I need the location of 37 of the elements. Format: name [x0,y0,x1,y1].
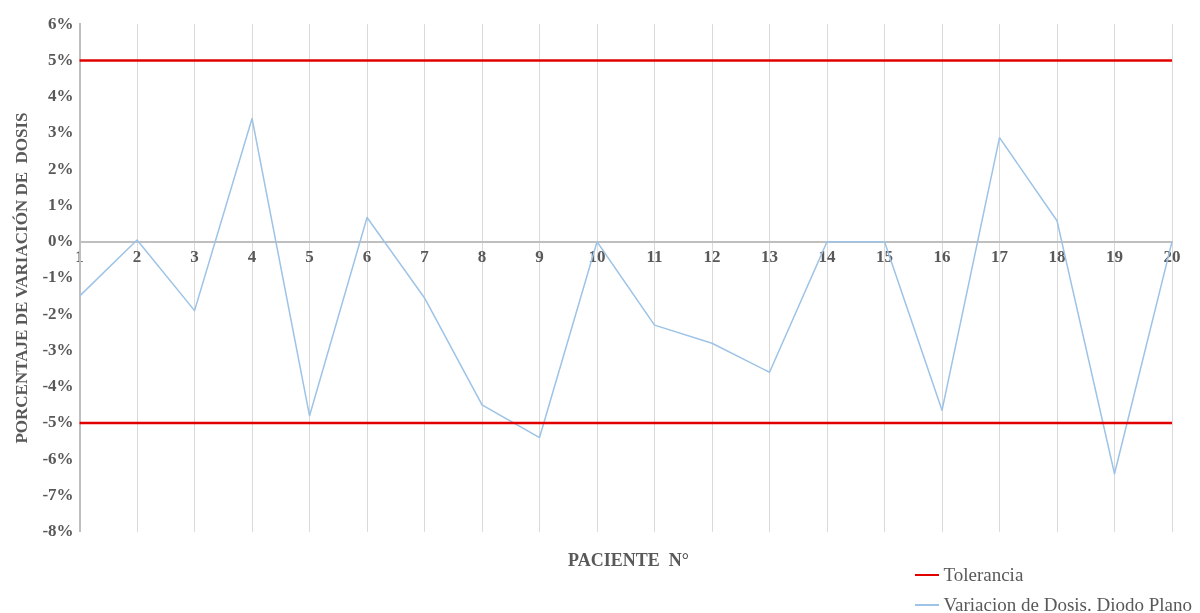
x-tick-label: 8 [477,247,487,267]
y-tick-label: 1% [48,194,74,214]
y-tick-label: 5% [48,49,74,69]
y-tick-label: -6% [42,448,74,468]
x-tick-label: 15 [876,247,894,267]
x-tick-label: 20 [1163,247,1181,267]
y-tick-label: 6% [48,13,74,33]
x-tick-label: 11 [646,247,663,267]
y-tick-label: -2% [42,303,74,323]
y-tick-label: -5% [42,412,74,432]
x-tick-label: 9 [535,247,544,267]
y-axis-title: PORCENTAJE DE VARIACIÓN DE DOSIS [11,112,31,444]
x-tick-label: 7 [420,247,430,267]
x-tick-label: 5 [305,247,314,267]
y-tick-label: -7% [42,484,74,504]
y-tick-label: 4% [48,86,74,106]
y-tick-label: -1% [42,267,74,287]
x-tick-label: 4 [247,247,257,267]
x-tick-label: 3 [190,247,199,267]
x-tick-label: 19 [1106,247,1123,267]
x-tick-label: 18 [1048,247,1066,267]
x-tick-label: 2 [132,247,142,267]
legend-label: Variacion de Dosis. Diodo Plano [943,594,1192,613]
legend-label: Tolerancia [943,564,1024,586]
y-tick-label: 0% [48,231,74,251]
x-tick-label: 14 [818,247,837,267]
x-axis-title: PACIENTE N° [568,550,689,571]
x-tick-label: 16 [933,247,951,267]
y-tick-label: 2% [48,158,74,178]
y-tick-label: 3% [48,122,74,142]
y-tick-label: -3% [42,339,74,359]
x-tick-label: 13 [761,247,779,267]
y-tick-label: -4% [42,376,74,396]
x-tick-label: 17 [991,247,1009,267]
y-tick-label: -8% [42,521,74,541]
x-tick-label: 6 [362,247,372,267]
x-tick-label: 12 [703,247,721,267]
